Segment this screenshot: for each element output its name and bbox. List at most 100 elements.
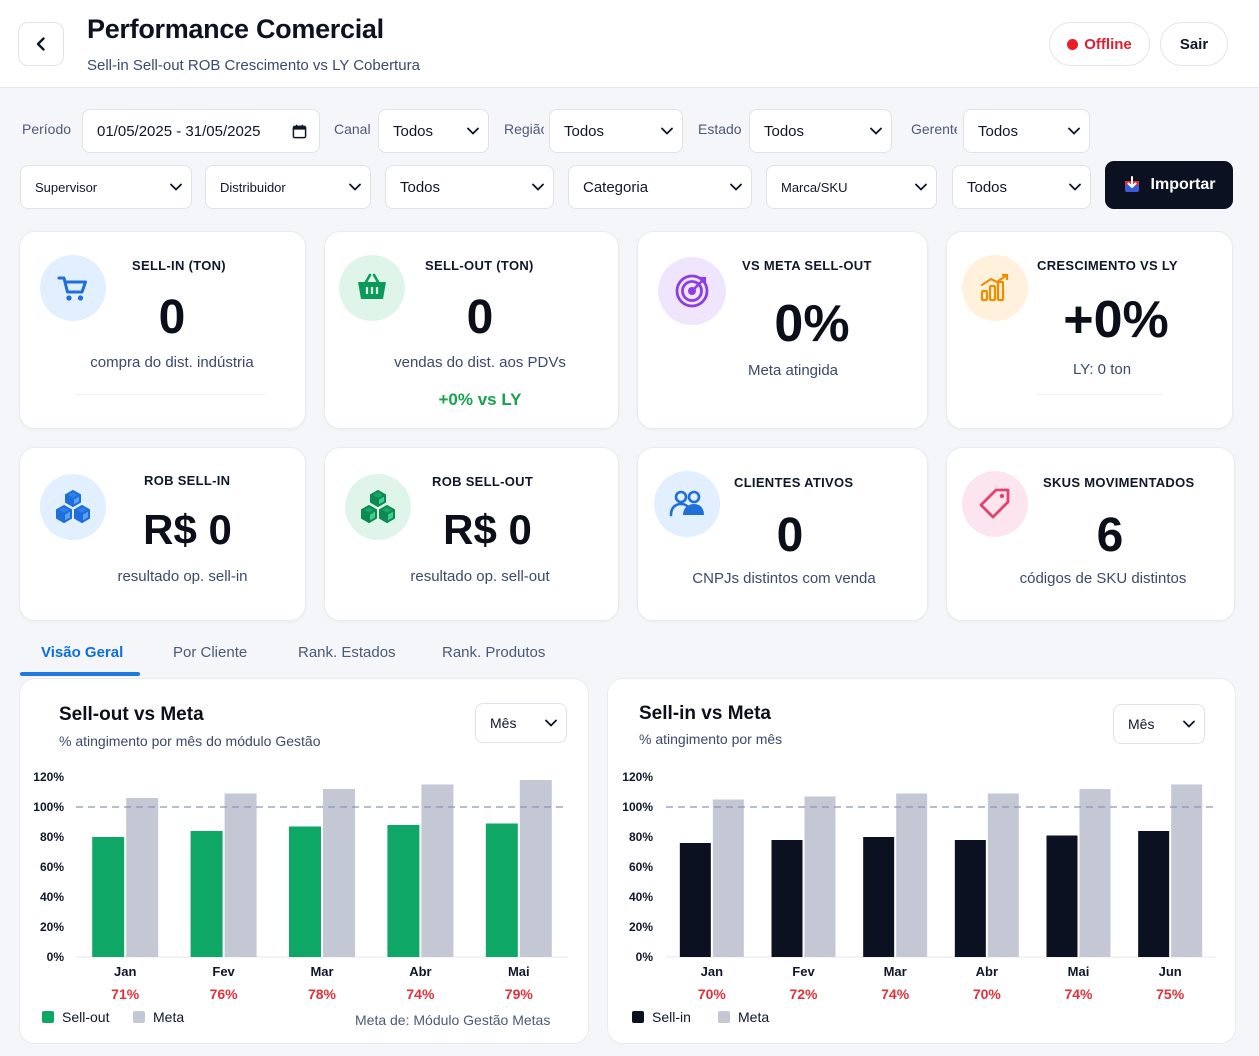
divider xyxy=(75,394,265,395)
back-button[interactable] xyxy=(18,22,64,66)
period-select-value: Mês xyxy=(490,715,517,731)
chevron-down-icon xyxy=(1059,127,1089,135)
y-tick-label: 120% xyxy=(33,770,64,784)
legend-swatch xyxy=(718,1011,730,1023)
bar-sell-out xyxy=(387,825,420,957)
attainment-label: 70% xyxy=(973,986,1002,1002)
legend-swatch xyxy=(632,1011,644,1023)
tag-icon xyxy=(962,471,1028,537)
kpi-card-sell-out: SELL-OUT (TON) 0 vendas do dist. aos PDV… xyxy=(324,231,619,429)
calendar-icon xyxy=(279,124,319,139)
kpi-card-meta: VS META SELL-OUT 0% Meta atingida xyxy=(637,231,928,429)
kpi-card-rob-sell-out: ROB SELL-OUT R$ 0 resultado op. sell-out xyxy=(324,447,619,621)
gerente-value: Todos xyxy=(978,122,1019,140)
attainment-label: 71% xyxy=(111,986,140,1002)
supervisor-select[interactable]: Supervisor xyxy=(20,165,192,209)
x-tick-label: Fev xyxy=(792,964,815,979)
canal-value: Todos xyxy=(393,122,434,140)
categoria-select[interactable]: Categoria xyxy=(568,165,752,209)
chevron-down-icon xyxy=(458,127,488,135)
y-tick-label: 60% xyxy=(629,860,653,874)
y-tick-label: 80% xyxy=(629,830,653,844)
chevron-left-icon xyxy=(36,37,45,51)
tab-rank-estados[interactable]: Rank. Estados xyxy=(298,644,396,661)
kpi-card-crescimento: CRESCIMENTO VS LY +0% LY: 0 ton xyxy=(946,231,1233,429)
chevron-down-icon xyxy=(161,183,191,191)
marca-todos-select[interactable]: Todos xyxy=(952,165,1091,209)
distribuidor-todos-select[interactable]: Todos xyxy=(385,165,554,209)
sellin-period-select[interactable]: Mês xyxy=(1113,704,1205,744)
bar-meta xyxy=(1171,784,1203,957)
distribuidor-select[interactable]: Distribuidor xyxy=(205,165,371,209)
tab-visao-geral[interactable]: Visão Geral xyxy=(41,644,124,661)
categoria-value: Categoria xyxy=(583,178,649,196)
bar-meta xyxy=(224,793,257,957)
kpi-subtitle: CNPJs distintos com venda xyxy=(692,570,876,587)
attainment-label: 75% xyxy=(1156,986,1185,1002)
bar-meta xyxy=(323,789,355,957)
gerente-label: Gerente xyxy=(911,121,957,137)
chevron-down-icon xyxy=(536,719,566,727)
gerente-select[interactable]: Todos xyxy=(963,109,1090,153)
exit-button[interactable]: Sair xyxy=(1160,22,1228,66)
sellin-chart-panel: Sell-in vs Meta % atingimento por mês Mê… xyxy=(607,678,1236,1044)
periodo-date-input[interactable]: 01/05/2025 - 31/05/2025 xyxy=(82,109,320,153)
kpi-title: SELL-OUT (TON) xyxy=(425,258,534,273)
kpi-title: SKUS MOVIMENTADOS xyxy=(1043,475,1195,490)
bar-meta xyxy=(126,798,159,957)
y-tick-label: 120% xyxy=(622,770,653,784)
active-tab-indicator xyxy=(20,672,140,676)
tab-rank-produtos[interactable]: Rank. Produtos xyxy=(442,644,546,661)
period-select-value: Mês xyxy=(1128,716,1155,732)
regiao-select[interactable]: Todos xyxy=(549,109,683,153)
kpi-subtitle: Meta atingida xyxy=(747,362,839,379)
marca-sku-select[interactable]: Marca/SKU xyxy=(766,165,937,209)
estado-select[interactable]: Todos xyxy=(749,109,892,153)
kpi-value: 0% xyxy=(774,295,850,353)
sellin-bar-chart: 0% 20% 40% 60% 80% 100% 120% Jan 70% Fev 72% Mar 74%… xyxy=(622,770,1216,1002)
attainment-label: 78% xyxy=(308,986,337,1002)
legend-label: Sell-out xyxy=(62,1009,110,1025)
attainment-label: 74% xyxy=(881,986,910,1002)
canal-select[interactable]: Todos xyxy=(378,109,489,153)
sellout-period-select[interactable]: Mês xyxy=(475,703,567,743)
import-button[interactable]: Importar xyxy=(1105,161,1233,209)
bar-sell-out xyxy=(485,823,518,957)
chevron-down-icon xyxy=(1174,720,1204,728)
canal-label: Canal xyxy=(334,121,371,137)
kpi-title: VS META SELL-OUT xyxy=(742,258,872,273)
chart-title: Sell-in vs Meta xyxy=(639,703,771,724)
status-dot-icon xyxy=(1067,38,1079,50)
legend-label: Sell-in xyxy=(652,1009,691,1025)
bar-meta xyxy=(1079,789,1111,957)
app-header: Performance Comercial Sell-in Sell-out R… xyxy=(0,0,1259,88)
x-tick-label: Abr xyxy=(409,964,431,979)
kpi-subtitle: LY: 0 ton xyxy=(1072,361,1132,378)
target-icon xyxy=(658,257,726,325)
x-tick-label: Mar xyxy=(310,964,333,979)
chevron-down-icon xyxy=(1060,183,1090,191)
offline-status-button[interactable]: Offline xyxy=(1049,22,1150,66)
sellout-chart-panel: Sell-out vs Meta % atingimento por mês d… xyxy=(19,678,589,1044)
attainment-label: 70% xyxy=(698,986,727,1002)
x-tick-label: Abr xyxy=(976,964,998,979)
bar-sell-out xyxy=(190,831,223,957)
legend-swatch xyxy=(42,1011,54,1023)
kpi-value: 0 xyxy=(466,291,494,344)
y-tick-label: 100% xyxy=(33,800,64,814)
y-tick-label: 20% xyxy=(40,920,64,934)
divider xyxy=(1037,394,1162,395)
kpi-title: CRESCIMENTO VS LY xyxy=(1037,258,1178,273)
kpi-value: 6 xyxy=(1096,509,1124,562)
estado-label: Estado xyxy=(698,121,742,137)
kpi-value: R$ 0 xyxy=(443,506,532,553)
chevron-down-icon xyxy=(721,183,751,191)
marca-todos-value: Todos xyxy=(967,178,1008,196)
chevron-down-icon xyxy=(906,183,936,191)
y-tick-label: 20% xyxy=(629,920,653,934)
bar-meta xyxy=(804,796,836,957)
kpi-value: +0% xyxy=(1063,291,1169,349)
periodo-value: 01/05/2025 - 31/05/2025 xyxy=(97,122,261,140)
tab-por-cliente[interactable]: Por Cliente xyxy=(173,644,248,661)
x-tick-label: Mar xyxy=(884,964,907,979)
